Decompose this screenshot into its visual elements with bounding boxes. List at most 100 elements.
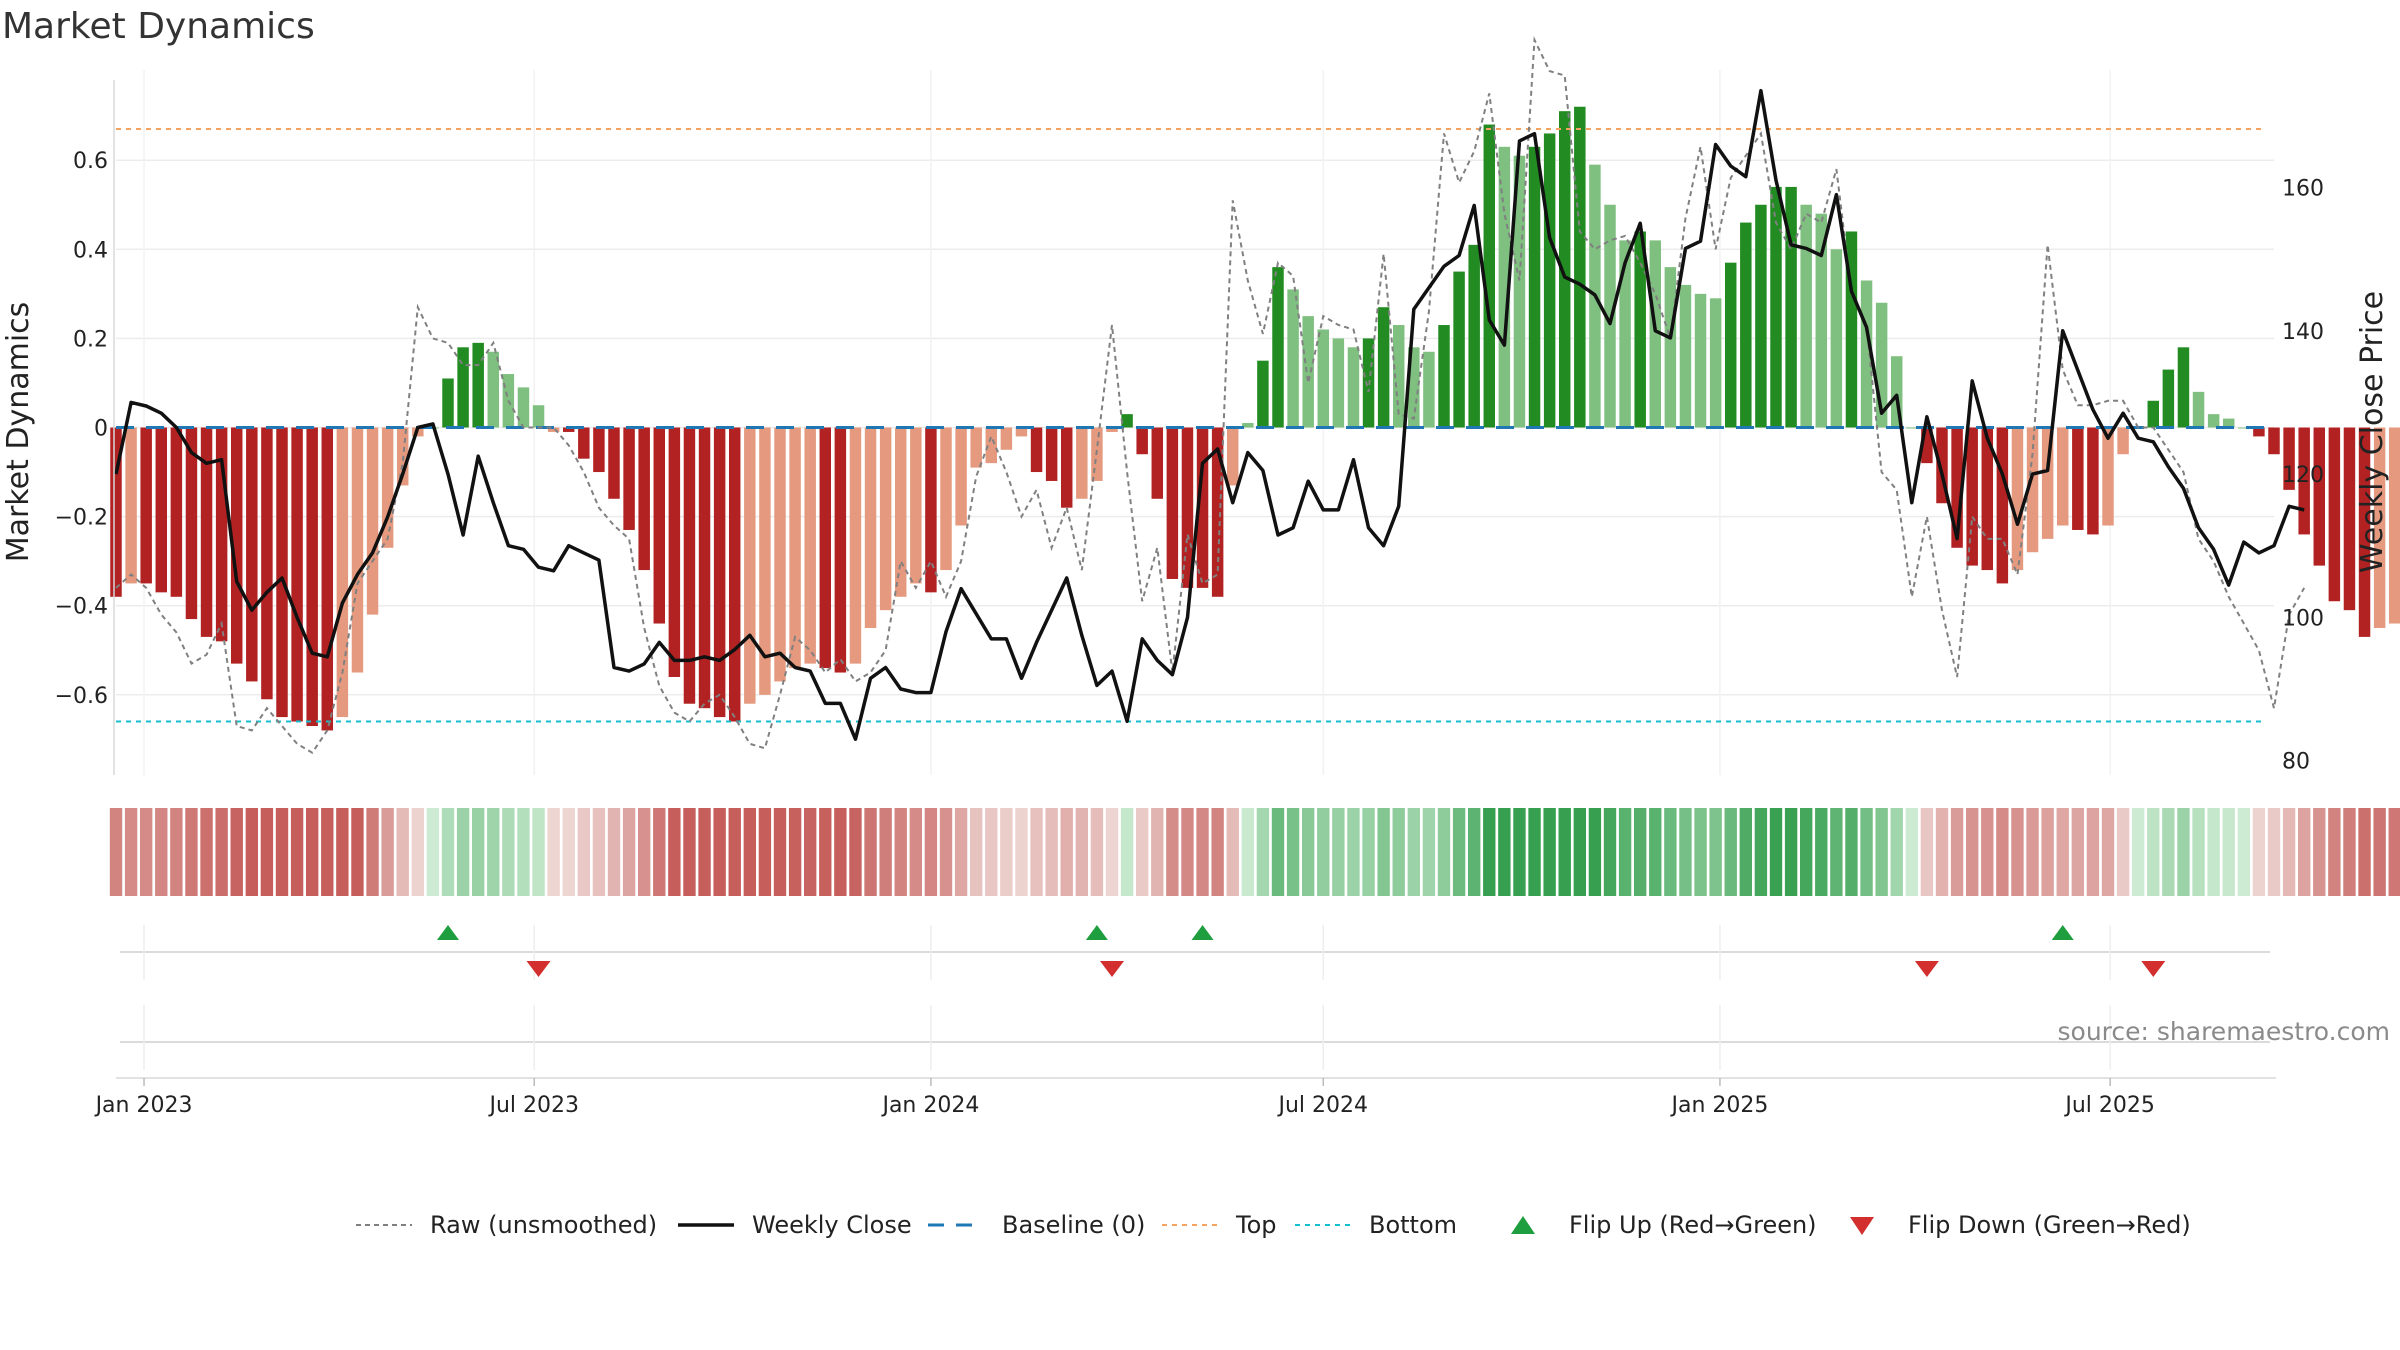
bar [215, 427, 228, 642]
regime-cell [1256, 808, 1270, 896]
regime-cell [411, 808, 425, 896]
regime-cell [1633, 808, 1647, 896]
flip-down-marker [1100, 961, 1124, 977]
regime-cell [245, 808, 259, 896]
regime-cell [2328, 808, 2341, 896]
bar [1860, 280, 1873, 428]
bar [1302, 316, 1314, 428]
regime-cell [155, 808, 168, 896]
bar [1981, 427, 1994, 571]
flip-up-marker [2051, 925, 2074, 940]
bar [306, 427, 318, 726]
regime-cell [547, 808, 560, 896]
bar [2313, 427, 2326, 566]
regime-cell [275, 808, 289, 896]
x-axis: Jan 2023 Jul 2023 Jan 2024 Jul 2024 Jan 2025… [94, 1078, 2155, 1118]
regime-cell [2343, 808, 2356, 896]
bar [1468, 244, 1480, 428]
bar [970, 427, 982, 468]
regime-cell [1709, 808, 1722, 896]
bar [1724, 262, 1737, 428]
regime-cell [713, 808, 726, 896]
bar [1332, 338, 1345, 428]
regime-cell [1181, 808, 1194, 896]
regime-cell [441, 808, 455, 896]
regime-cell [1422, 808, 1436, 896]
bar [2041, 427, 2054, 539]
bar [1408, 347, 1420, 428]
regime-cell [592, 808, 606, 896]
bar [1513, 155, 1526, 428]
flip-down-marker [1914, 961, 1939, 977]
regime-cell [1558, 808, 1571, 896]
bar [1679, 284, 1692, 428]
legend-item-top: Top [1162, 1211, 1277, 1239]
bar [2072, 427, 2084, 530]
bar [2102, 427, 2114, 526]
bar [532, 405, 545, 428]
bar [683, 427, 696, 704]
regime-cell [2192, 808, 2205, 896]
y-tick-label: −0.2 [55, 506, 108, 531]
chart-title: Market Dynamics [2, 6, 315, 47]
regime-cell [1603, 808, 1617, 896]
legend-label: Flip Up (Red→Green) [1569, 1211, 1817, 1239]
bar [593, 427, 605, 473]
x-tick-label: Jan 2025 [1669, 1093, 1768, 1118]
regime-cell [2131, 808, 2145, 896]
legend-item-flip_down: Flip Down (Green→Red) [1850, 1211, 2191, 1239]
bar-series [110, 106, 2400, 731]
regime-cell [471, 808, 485, 896]
y2-axis-label: Weekly Close Price [2355, 291, 2390, 573]
regime-cell [1724, 808, 1737, 896]
regime-cell [124, 808, 138, 896]
x-tick-label: Jan 2024 [880, 1093, 979, 1118]
bar [834, 427, 847, 673]
bar [1936, 427, 1948, 504]
bar [261, 427, 273, 700]
regime-cell [1981, 808, 1994, 896]
bar [110, 427, 122, 597]
x-tick-label: Jul 2023 [487, 1093, 579, 1118]
regime-cell [215, 808, 228, 896]
bar [940, 427, 952, 571]
bar [1966, 427, 1978, 566]
regime-cell [426, 808, 440, 896]
regime-cell [2388, 808, 2400, 896]
bar [1845, 231, 1858, 428]
bar [1045, 427, 1058, 481]
bar [2087, 427, 2099, 535]
bar [1211, 427, 1224, 597]
regime-cell [1271, 808, 1285, 896]
bar [713, 427, 726, 718]
bar [1996, 427, 2009, 584]
regime-cell [939, 808, 953, 896]
bar [1694, 293, 1707, 428]
bar [1543, 133, 1556, 428]
regime-cell [532, 808, 545, 896]
regime-cell [1875, 808, 1888, 896]
regime-cell [2358, 808, 2371, 896]
gridlines [116, 70, 2274, 775]
bar [230, 427, 243, 664]
regime-cell [321, 808, 334, 896]
regime-cell [456, 808, 470, 896]
bar [1740, 222, 1752, 428]
regime-cell [1196, 808, 1209, 896]
regime-cell [1618, 808, 1632, 896]
close-series [114, 88, 2305, 741]
regime-cell [1286, 808, 1300, 896]
regime-cell [1301, 808, 1315, 896]
bar [1830, 249, 1843, 428]
regime-cell [487, 808, 500, 896]
regime-cell [1799, 808, 1813, 896]
x-tick-label: Jan 2023 [94, 1093, 193, 1118]
bar [517, 387, 530, 428]
bar [1392, 325, 1405, 428]
regime-cell [819, 808, 832, 896]
bar [1423, 351, 1435, 428]
bar [321, 427, 334, 731]
legend-item-flip_up: Flip Up (Red→Green) [1511, 1211, 1817, 1239]
regime-cell [1060, 808, 1073, 896]
regime-cell [864, 808, 877, 896]
